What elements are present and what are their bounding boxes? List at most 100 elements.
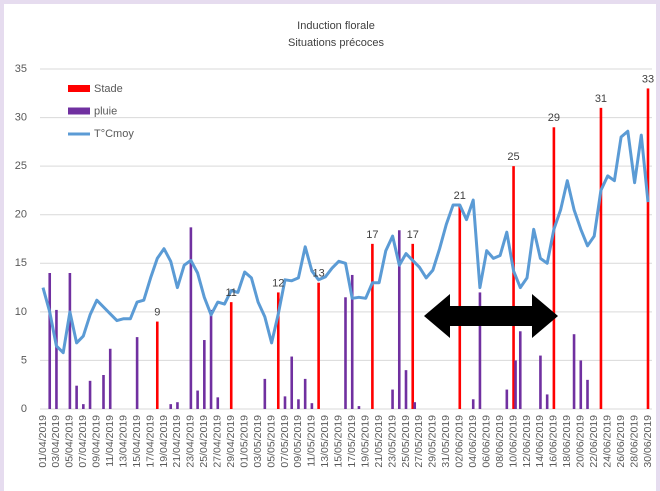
bar [512, 166, 515, 409]
bar [579, 360, 583, 409]
data-label: 17 [407, 229, 419, 241]
data-label: 21 [454, 190, 466, 202]
data-label: 11 [226, 287, 237, 299]
bar [413, 402, 417, 409]
y-tick-label: 5 [21, 354, 27, 366]
x-tick-label: 19/05/2019 [359, 415, 371, 468]
legend-label: T°Cmoy [94, 128, 134, 140]
x-tick-label: 05/05/2019 [265, 415, 277, 468]
bar [391, 389, 394, 409]
data-label: 29 [548, 112, 560, 124]
bar [290, 356, 294, 409]
bar [297, 399, 300, 409]
bar [68, 273, 72, 409]
bar [276, 292, 280, 409]
x-tick-label: 10/06/2019 [507, 415, 519, 468]
x-tick-label: 30/06/2019 [642, 415, 654, 468]
x-tick-label: 09/04/2019 [91, 415, 103, 468]
x-tick-label: 17/04/2019 [144, 415, 156, 468]
x-tick-label: 23/04/2019 [185, 415, 197, 468]
data-label: 12 [272, 277, 284, 289]
legend-swatch [68, 85, 90, 92]
data-label: 17 [366, 229, 378, 241]
x-tick-label: 31/05/2019 [440, 415, 452, 468]
x-tick-label: 03/05/2019 [252, 415, 264, 468]
bar [397, 230, 401, 409]
bar [88, 380, 92, 409]
y-tick-label: 10 [15, 306, 27, 318]
bar [203, 340, 206, 409]
bar [263, 378, 267, 409]
x-tick-label: 28/06/2019 [628, 415, 640, 468]
x-tick-label: 01/05/2019 [238, 415, 250, 468]
x-tick-label: 16/06/2019 [548, 415, 560, 468]
x-tick-label: 03/04/2019 [50, 415, 62, 468]
y-tick-label: 35 [15, 63, 27, 75]
bar [545, 394, 549, 409]
data-label: 9 [154, 306, 160, 318]
bar [310, 403, 314, 409]
x-tick-label: 14/06/2019 [534, 415, 546, 468]
bar [344, 297, 347, 409]
bar [303, 378, 307, 409]
x-tick-label: 27/05/2019 [413, 415, 425, 468]
x-tick-label: 11/04/2019 [104, 415, 116, 467]
x-tick-label: 13/05/2019 [319, 415, 331, 468]
x-tick-label: 23/05/2019 [386, 415, 398, 468]
bar [514, 360, 517, 409]
bar [135, 337, 139, 409]
x-tick-label: 07/04/2019 [77, 415, 89, 468]
data-label: 13 [312, 268, 324, 280]
bar [371, 243, 374, 409]
x-tick-label: 01/04/2019 [37, 415, 49, 468]
bar [317, 282, 320, 409]
legend-swatch [68, 107, 90, 115]
bar [283, 396, 287, 409]
x-tick-label: 15/04/2019 [131, 415, 143, 468]
bar [599, 107, 603, 409]
chart-title: Induction florale [297, 20, 375, 32]
bar [216, 397, 220, 409]
data-label: 25 [507, 151, 519, 163]
data-label: 31 [595, 93, 607, 105]
x-tick-label: 25/04/2019 [198, 415, 210, 468]
x-tick-label: 20/06/2019 [575, 415, 587, 468]
labels: 0 5 10 15 20 25 30 35 01/04/2019 03/04/2019 05/04/… [15, 63, 654, 468]
x-tick-label: 22/06/2019 [588, 415, 600, 468]
x-tick-label: 26/06/2019 [615, 415, 627, 468]
x-tick-label: 19/04/2019 [158, 415, 170, 468]
bar [102, 375, 105, 409]
x-tick-label: 15/05/2019 [333, 415, 345, 468]
x-tick-label: 06/06/2019 [480, 415, 492, 468]
bar [75, 385, 78, 409]
x-tick-label: 27/04/2019 [212, 415, 224, 468]
bar [196, 390, 199, 409]
x-tick-label: 21/05/2019 [373, 415, 385, 468]
x-tick-label: 18/06/2019 [561, 415, 573, 468]
bar [229, 302, 233, 409]
bar [48, 273, 52, 409]
chart-background [4, 4, 656, 491]
x-tick-label: 09/05/2019 [292, 415, 304, 468]
y-tick-label: 25 [15, 160, 27, 172]
x-tick-label: 07/05/2019 [279, 415, 291, 468]
line [41, 129, 650, 355]
bar [82, 404, 85, 409]
bar [505, 389, 509, 409]
x-tick-label: 24/06/2019 [601, 415, 613, 468]
x-tick-label: 04/06/2019 [467, 415, 479, 468]
bar [155, 321, 159, 409]
x-tick-label: 17/05/2019 [346, 415, 358, 468]
bar [169, 404, 173, 409]
bar [55, 309, 58, 409]
bar [189, 227, 193, 409]
y-tick-label: 0 [21, 403, 27, 415]
arrow [424, 294, 558, 338]
bar [572, 334, 576, 409]
bar [552, 127, 556, 410]
bar [471, 399, 475, 409]
y-tick-label: 15 [15, 257, 27, 269]
data-label: 33 [642, 73, 654, 85]
bar [586, 379, 589, 409]
bar [176, 402, 179, 409]
